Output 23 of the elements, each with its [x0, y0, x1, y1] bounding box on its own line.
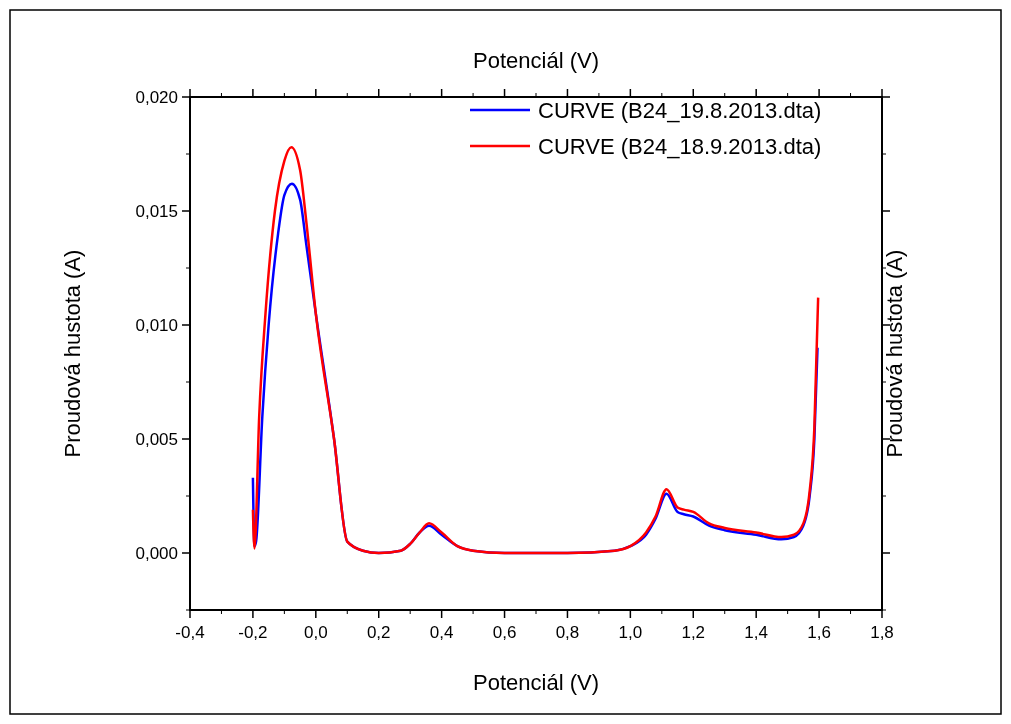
legend-label: CURVE (B24_19.8.2013.dta)	[538, 98, 822, 123]
x-tick-label: 1,8	[870, 623, 894, 642]
y2-axis-title: Proudová hustota (A)	[882, 249, 907, 458]
x-tick-label: 1,6	[807, 623, 831, 642]
y-axis-title: Proudová hustota (A)	[60, 249, 85, 458]
y-tick-label: 0,005	[135, 430, 178, 449]
y-tick-label: 0,015	[135, 202, 178, 221]
x2-axis-title: Potenciál (V)	[473, 48, 599, 73]
x-tick-label: 1,2	[681, 623, 706, 642]
x-tick-label: -0,2	[238, 623, 268, 642]
x-axis-title: Potenciál (V)	[473, 670, 599, 695]
x-tick-label: 0,8	[555, 623, 580, 642]
x-tick-label: 1,0	[618, 623, 643, 642]
x-tick-label: 0,4	[429, 623, 454, 642]
x-tick-label: 0,0	[304, 623, 328, 642]
y-tick-label: 0,020	[135, 88, 178, 107]
y-tick-label: 0,000	[135, 544, 178, 563]
legend-label: CURVE (B24_18.9.2013.dta)	[538, 134, 822, 159]
y-tick-label: 0,010	[135, 316, 178, 335]
x-tick-label: 0,6	[492, 623, 517, 642]
x-tick-label: 1,4	[744, 623, 768, 642]
x-tick-label: -0,4	[175, 623, 205, 642]
x-tick-label: 0,2	[366, 623, 391, 642]
